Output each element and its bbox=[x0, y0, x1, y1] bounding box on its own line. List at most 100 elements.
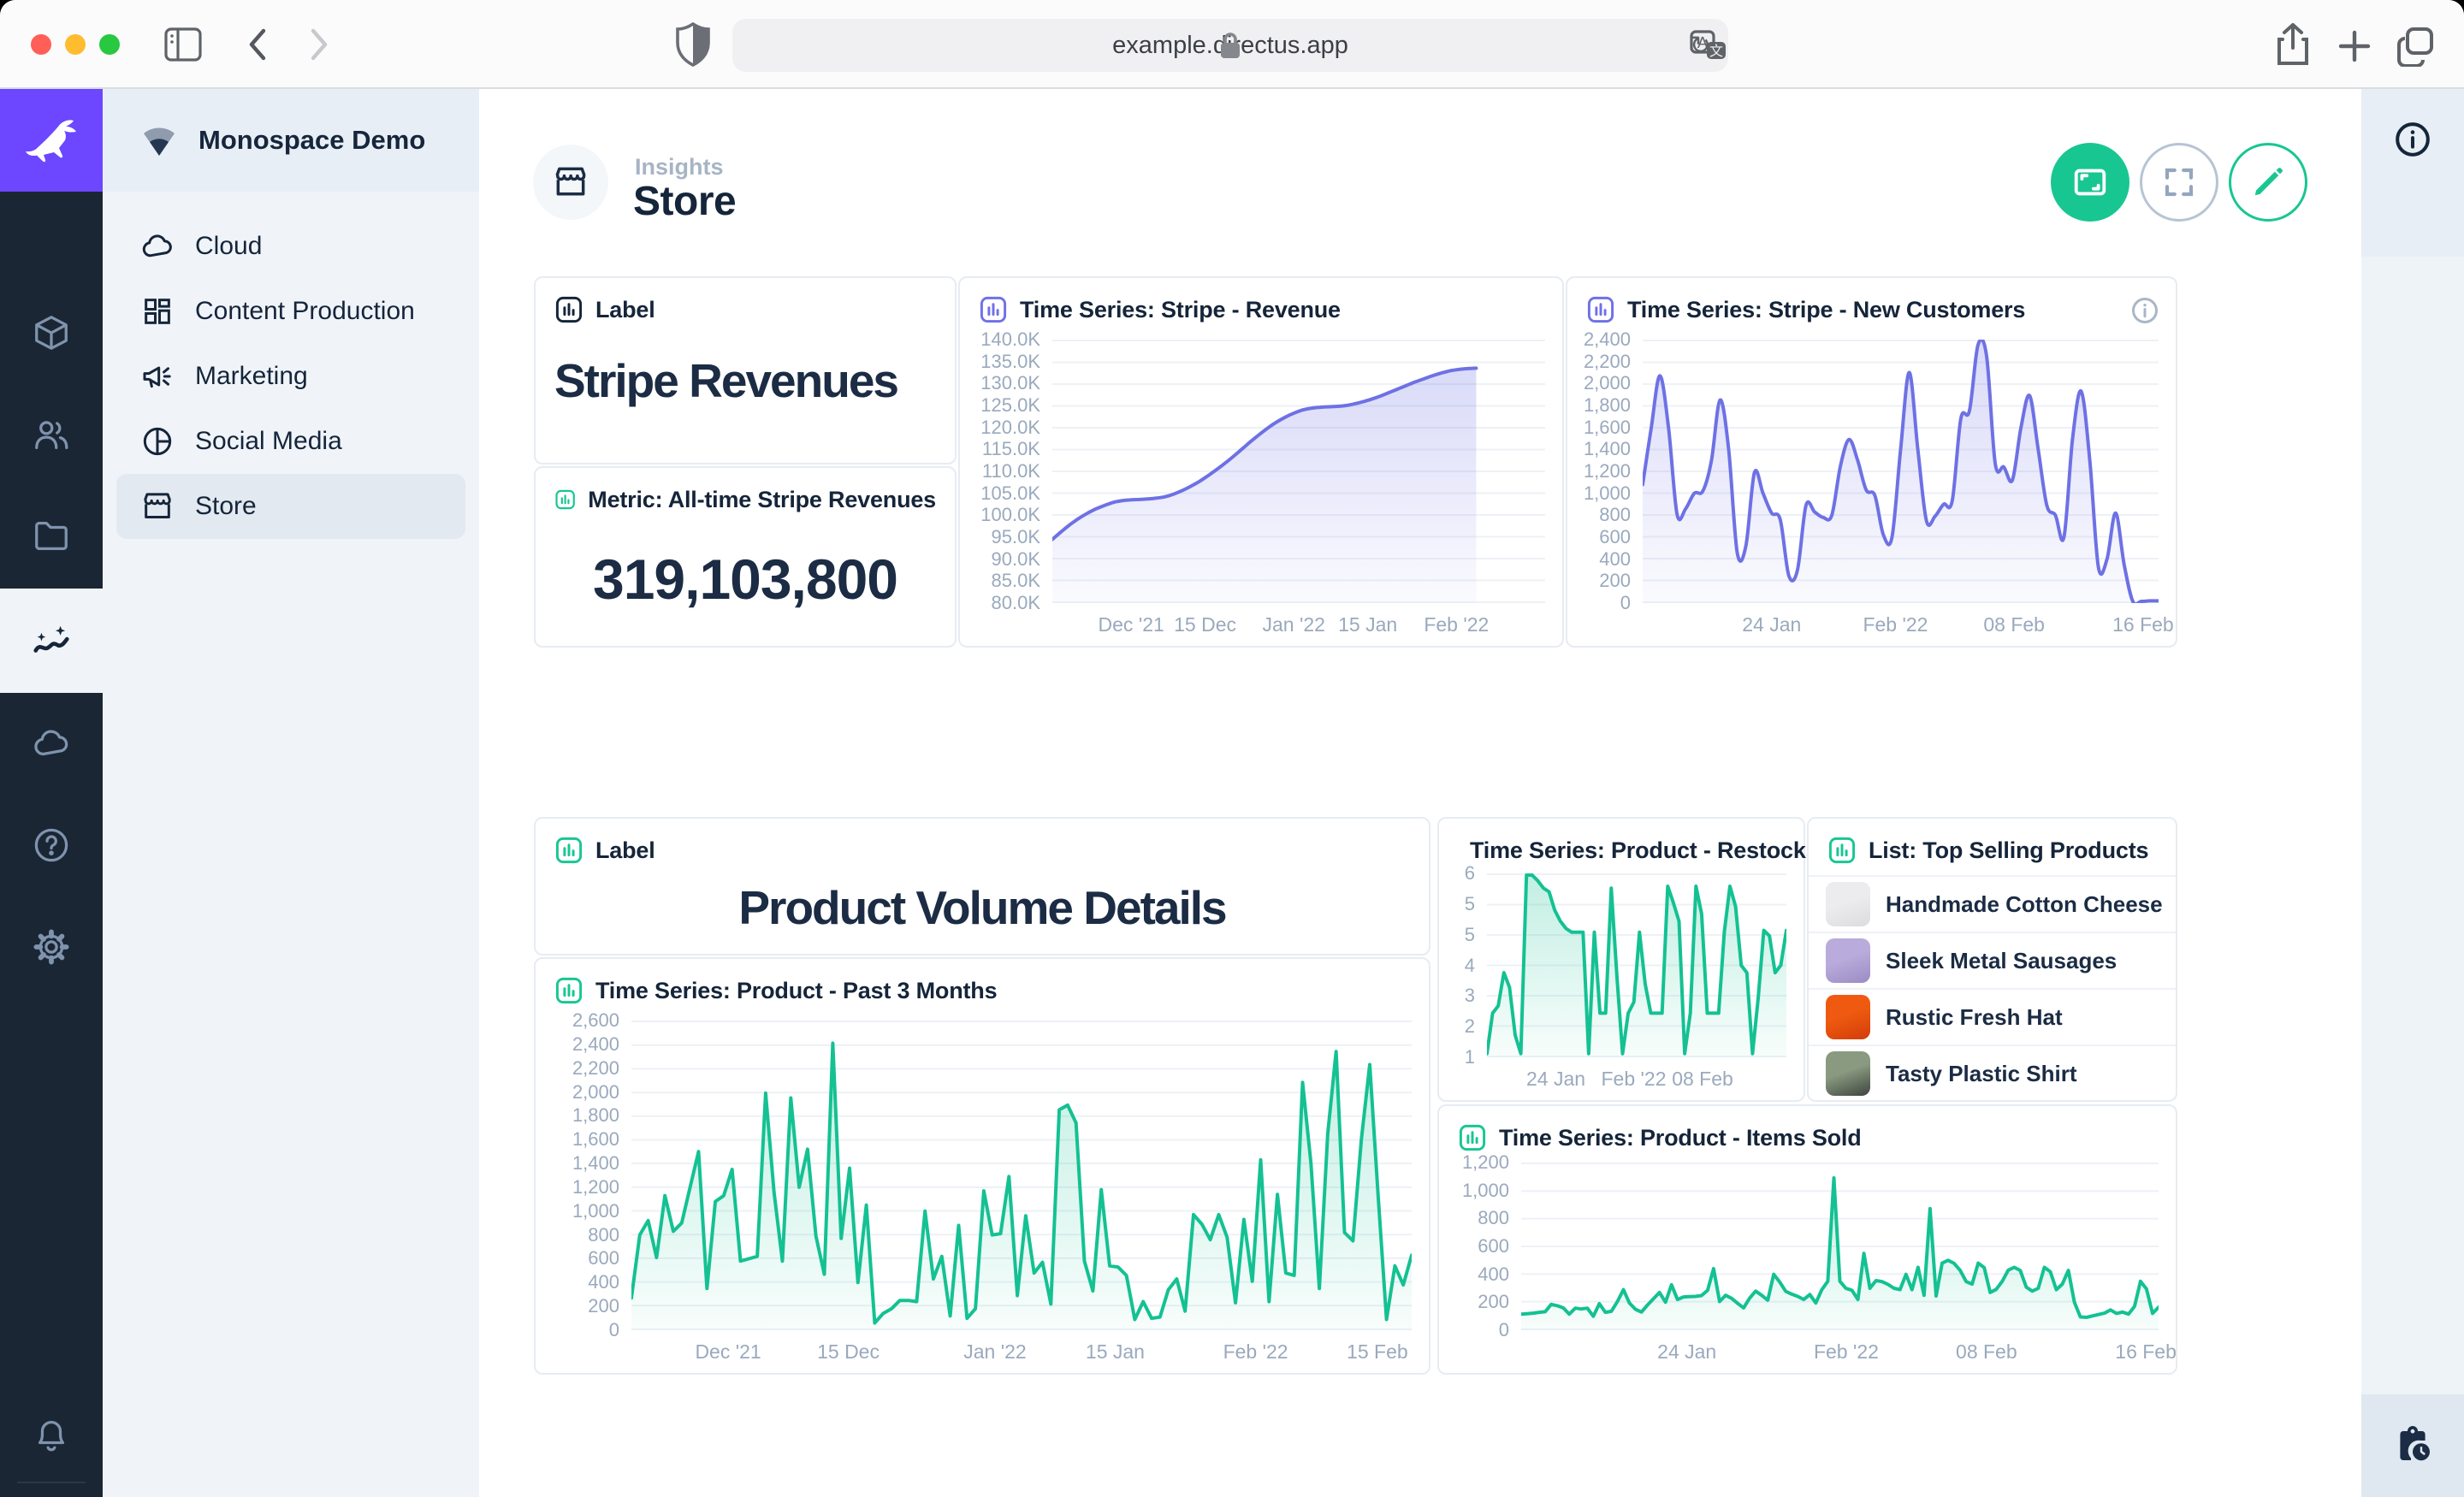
info-icon[interactable] bbox=[2129, 295, 2160, 326]
edit-button[interactable] bbox=[2229, 143, 2307, 222]
x-axis-labels: 24 JanFeb '2208 Feb16 Feb bbox=[1643, 603, 2159, 639]
rail-user-avatar[interactable] bbox=[0, 1487, 103, 1497]
chart-plot-area bbox=[1643, 340, 2159, 603]
nav-item-social-media[interactable]: Social Media bbox=[116, 409, 465, 474]
y-axis-labels: 2,4002,2002,0001,8001,6001,4001,2001,000… bbox=[1581, 340, 1643, 603]
panel-metric-revenues: Metric: All-time Stripe Revenues 319,103… bbox=[534, 466, 957, 648]
storefront-icon bbox=[552, 163, 589, 201]
x-axis-labels: 24 JanFeb '2208 Feb16 Feb bbox=[1521, 1330, 2159, 1366]
close-window-button[interactable] bbox=[31, 34, 51, 55]
past-3-months-chart: 2,6002,4002,2002,0001,8001,6001,4001,200… bbox=[549, 1021, 1412, 1366]
zoom-window-button[interactable] bbox=[99, 34, 120, 55]
panel-icon bbox=[554, 485, 576, 514]
product-name: Tasty Plastic Shirt bbox=[1886, 1061, 2077, 1087]
x-axis-labels: 24 JanFeb '2208 Feb bbox=[1487, 1057, 1786, 1093]
panel-label-stripe: Label Stripe Revenues bbox=[534, 276, 957, 464]
panel-icon bbox=[979, 295, 1008, 324]
share-icon[interactable] bbox=[2272, 22, 2313, 68]
megaphone-icon bbox=[140, 359, 175, 393]
pencil-icon bbox=[2250, 164, 2286, 200]
dashboard-grid-icon bbox=[140, 294, 175, 328]
project-header[interactable]: Monospace Demo bbox=[103, 89, 479, 192]
restocks-chart: 655432124 JanFeb '2208 Feb bbox=[1453, 873, 1786, 1093]
panel-icon bbox=[1827, 836, 1857, 865]
list-item[interactable]: Rustic Fresh Hat bbox=[1809, 988, 2176, 1044]
metric-value: 319,103,800 bbox=[536, 547, 955, 612]
panel-chart-new-customers: Time Series: Stripe - New Customers 2,40… bbox=[1566, 276, 2177, 648]
y-axis-labels: 6554321 bbox=[1453, 873, 1487, 1057]
insights-dashboard: Insights Store Label Stripe Revenues Met… bbox=[479, 89, 2361, 1497]
new-tab-icon[interactable] bbox=[2336, 27, 2373, 65]
panel-chart-items-sold: Time Series: Product - Items Sold 1,2001… bbox=[1437, 1104, 2177, 1375]
y-axis-labels: 140.0K135.0K130.0K125.0K120.0K115.0K110.… bbox=[974, 340, 1052, 603]
minimize-window-button[interactable] bbox=[65, 34, 86, 55]
product-thumbnail bbox=[1826, 938, 1870, 983]
breadcrumb[interactable]: Insights bbox=[635, 154, 724, 180]
panel-chart-restocks: Time Series: Product - Restocks 65543212… bbox=[1437, 817, 1805, 1102]
panel-icon bbox=[554, 295, 583, 324]
rail-settings-gear-icon[interactable] bbox=[0, 900, 103, 994]
activity-log-tile[interactable] bbox=[2361, 1394, 2464, 1497]
forward-icon[interactable] bbox=[301, 26, 335, 63]
dashboard-avatar bbox=[533, 145, 608, 220]
y-axis-labels: 1,2001,0008006004002000 bbox=[1453, 1163, 1521, 1330]
tabs-icon[interactable] bbox=[2394, 24, 2437, 67]
url-field[interactable]: example.directus.app A文 ↻ bbox=[732, 19, 1728, 72]
panel-title: List: Top Selling Products bbox=[1869, 837, 2148, 864]
nav-item-content-production[interactable]: Content Production bbox=[116, 279, 465, 344]
chart-plot-area bbox=[1052, 340, 1545, 603]
panel-title: Metric: All-time Stripe Revenues bbox=[588, 487, 936, 513]
panel-title: Time Series: Product - Past 3 Months bbox=[595, 978, 997, 1004]
list-item[interactable]: Tasty Plastic Shirt bbox=[1809, 1044, 2176, 1101]
panel-title: Time Series: Stripe - Revenue bbox=[1020, 297, 1341, 323]
module-rail bbox=[0, 89, 103, 1497]
panel-chart-past-3-months: Time Series: Product - Past 3 Months 2,6… bbox=[534, 957, 1430, 1375]
product-thumbnail bbox=[1826, 995, 1870, 1039]
list-item[interactable]: Handmade Cotton Cheese bbox=[1809, 875, 2176, 932]
product-thumbnail bbox=[1826, 882, 1870, 926]
right-sidebar-header bbox=[2361, 89, 2464, 257]
directus-rabbit-icon bbox=[21, 115, 82, 166]
screenshot-root: example.directus.app A文 ↻ bbox=[0, 0, 2464, 1497]
page-title: Store bbox=[633, 178, 736, 225]
translate-icon[interactable]: A文 bbox=[1690, 30, 1727, 61]
panel-icon bbox=[554, 836, 583, 865]
label-text: Product Volume Details bbox=[536, 880, 1429, 935]
rail-insights-icon[interactable] bbox=[0, 589, 103, 693]
shield-icon[interactable] bbox=[674, 22, 712, 67]
browser-toolbar: example.directus.app A文 ↻ bbox=[0, 0, 2464, 89]
rail-help-icon[interactable] bbox=[0, 798, 103, 892]
nav-item-label: Store bbox=[195, 492, 257, 521]
pie-chart-icon bbox=[140, 424, 175, 459]
nav-item-label: Cloud bbox=[195, 232, 262, 261]
project-name: Monospace Demo bbox=[198, 125, 425, 156]
back-icon[interactable] bbox=[241, 26, 275, 63]
fullscreen-button[interactable] bbox=[2140, 143, 2218, 222]
module-nav: Monospace Demo Cloud Content Production … bbox=[103, 89, 479, 1497]
panel-title: Label bbox=[595, 297, 655, 323]
panel-title: Time Series: Stripe - New Customers bbox=[1627, 297, 2025, 323]
rail-cloud-icon[interactable] bbox=[0, 696, 103, 790]
rail-notifications-bell-icon[interactable] bbox=[0, 1387, 103, 1481]
svg-text:A: A bbox=[1697, 34, 1708, 51]
nav-item-store[interactable]: Store bbox=[116, 474, 465, 539]
rail-files-folder-icon[interactable] bbox=[0, 489, 103, 583]
panel-label-product-volume: Label Product Volume Details bbox=[534, 817, 1430, 956]
app-shell: Monospace Demo Cloud Content Production … bbox=[0, 89, 2464, 1497]
rail-users-icon[interactable] bbox=[0, 388, 103, 482]
list-item[interactable]: Sleek Metal Sausages bbox=[1809, 932, 2176, 988]
rail-collections-cube-icon[interactable] bbox=[0, 286, 103, 380]
nav-item-marketing[interactable]: Marketing bbox=[116, 344, 465, 409]
top-selling-list: Handmade Cotton Cheese Sleek Metal Sausa… bbox=[1809, 875, 2176, 1100]
product-name: Rustic Fresh Hat bbox=[1886, 1004, 2063, 1031]
sidebar-toggle-icon[interactable] bbox=[163, 26, 204, 63]
resize-panel-button[interactable] bbox=[2051, 143, 2129, 222]
panel-title: Time Series: Product - Restocks bbox=[1470, 837, 1818, 864]
product-name: Handmade Cotton Cheese bbox=[1886, 891, 2163, 918]
info-sidebar-icon[interactable] bbox=[2393, 120, 2432, 159]
directus-logo[interactable] bbox=[0, 89, 103, 192]
chart-plot-area bbox=[1521, 1163, 2159, 1330]
nav-item-cloud[interactable]: Cloud bbox=[116, 214, 465, 279]
nav-list: Cloud Content Production Marketing Socia… bbox=[103, 192, 479, 539]
x-axis-labels: Dec '2115 DecJan '2215 JanFeb '2215 Feb bbox=[631, 1330, 1412, 1366]
